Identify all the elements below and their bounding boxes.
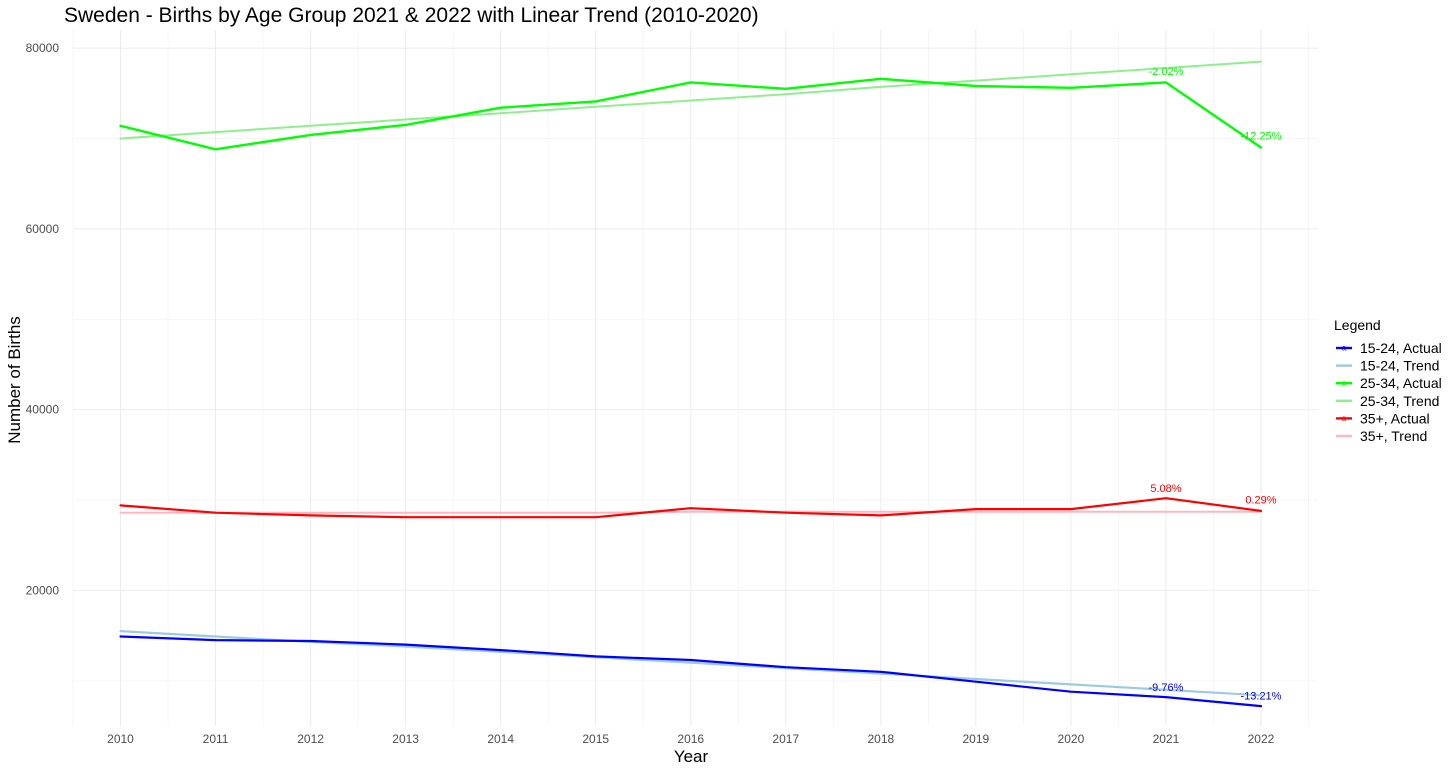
legend-label: 25-34, Trend: [1360, 393, 1439, 409]
annotation-label: -13.21%: [1240, 691, 1281, 703]
legend-label: 25-34, Actual: [1360, 375, 1442, 391]
y-axis-title: Number of Births: [5, 316, 24, 444]
series-line-25-34-trend: [119, 60, 1262, 140]
legend-label: 35+, Actual: [1360, 410, 1430, 426]
series-line-25-34-actual: [119, 77, 1263, 151]
x-axis-title: Year: [674, 747, 709, 766]
x-tick-label: 2016: [677, 732, 704, 746]
legend-key-glyph: a: [1342, 344, 1347, 353]
x-tick-label: 2022: [1248, 732, 1275, 746]
x-tick-label: 2017: [772, 732, 799, 746]
annotations: -2.02% -12.25% 5.08% 0.29% -9.76% -13.21%: [1149, 66, 1282, 702]
annotation-label: 5.08%: [1150, 483, 1181, 495]
legend-key-glyph: a: [1342, 379, 1347, 388]
legend: Legend a 15-24, Actual 15-24, Trend a 25-34,…: [1334, 317, 1442, 444]
legend-label: 35+, Trend: [1360, 428, 1427, 444]
legend-title: Legend: [1334, 317, 1381, 333]
x-tick-label: 2014: [487, 732, 514, 746]
x-tick-label: 2012: [297, 732, 324, 746]
series-line-15-24-actual: [119, 635, 1263, 708]
y-tick-label: 60000: [26, 222, 60, 236]
annotation-label: -12.25%: [1240, 130, 1281, 142]
series-lines: [119, 60, 1263, 708]
legend-key-glyph: a: [1342, 414, 1347, 423]
legend-label: 15-24, Trend: [1360, 358, 1439, 374]
x-axis-ticks: 2010 2011 2012 2013 2014 2015 2016 2017 2018 2019…: [107, 732, 1274, 746]
x-tick-label: 2010: [107, 732, 134, 746]
y-tick-label: 20000: [26, 583, 60, 597]
x-tick-label: 2021: [1153, 732, 1180, 746]
series-line-35-trend: [119, 510, 1262, 514]
y-tick-label: 40000: [26, 403, 60, 417]
x-tick-label: 2011: [203, 732, 229, 746]
x-tick-label: 2018: [867, 732, 894, 746]
x-tick-label: 2013: [392, 732, 419, 746]
y-axis-ticks: 20000 40000 60000 80000: [26, 41, 60, 597]
x-tick-label: 2019: [963, 732, 990, 746]
grid: [72, 30, 1318, 726]
legend-label: 15-24, Actual: [1360, 340, 1442, 356]
series-line-35-actual: [119, 497, 1263, 519]
annotation-label: -9.76%: [1149, 682, 1184, 694]
chart-title: Sweden - Births by Age Group 2021 & 2022…: [64, 4, 759, 27]
x-tick-label: 2020: [1058, 732, 1085, 746]
y-tick-label: 80000: [26, 41, 60, 55]
x-tick-label: 2015: [582, 732, 609, 746]
annotation-label: -2.02%: [1149, 66, 1184, 78]
annotation-label: 0.29%: [1245, 495, 1276, 507]
